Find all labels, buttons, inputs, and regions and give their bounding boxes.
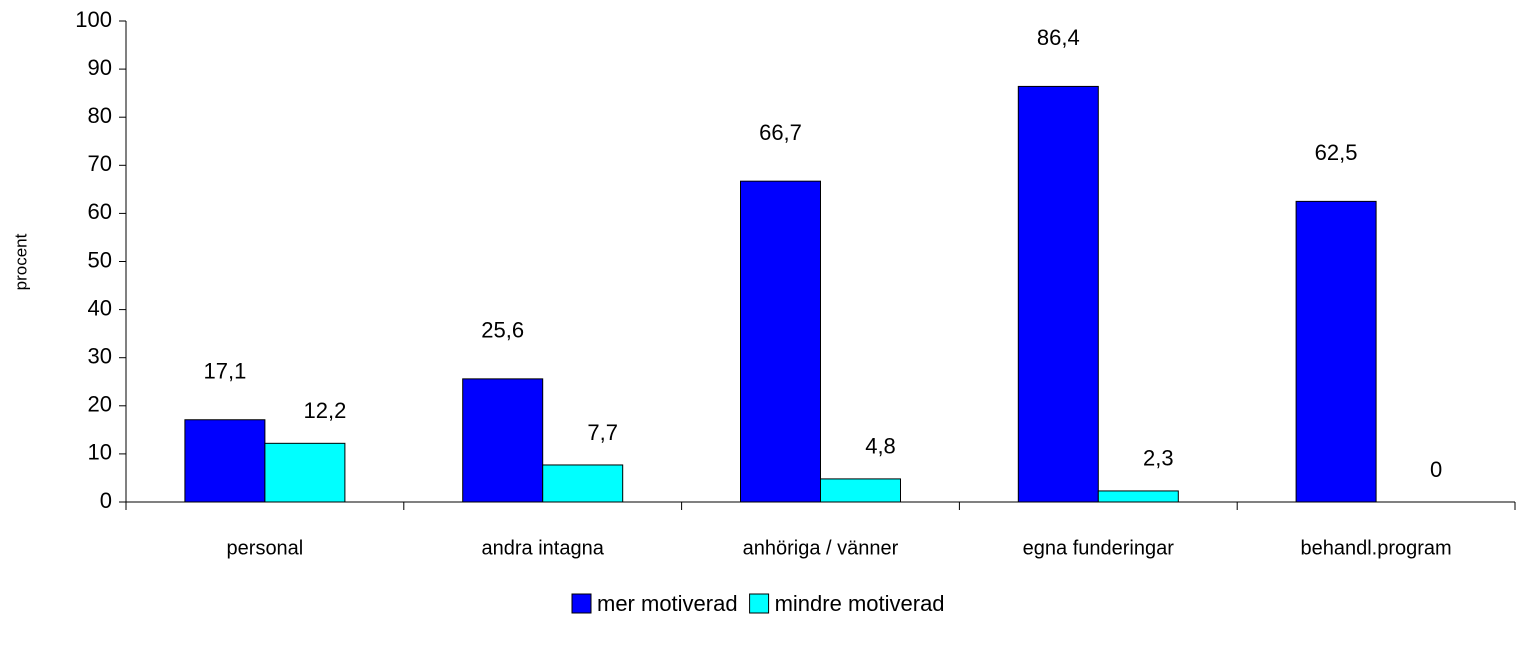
- value-label: 17,1: [203, 359, 246, 384]
- y-tick-label: 40: [88, 295, 112, 320]
- y-tick-label: 60: [88, 199, 112, 224]
- bar: [1295, 200, 1377, 503]
- value-label: 4,8: [865, 434, 896, 459]
- x-tick-label: anhöriga / vänner: [743, 537, 899, 559]
- bar: [184, 419, 266, 503]
- bar: [1017, 85, 1099, 503]
- x-tick-label: egna funderingar: [1023, 537, 1175, 559]
- y-tick-label: 90: [88, 55, 112, 80]
- value-label: 86,4: [1037, 25, 1080, 50]
- value-label: 25,6: [481, 318, 524, 343]
- x-tick-label: behandl.program: [1300, 537, 1451, 559]
- value-label: 12,2: [303, 398, 346, 423]
- x-tick-label: andra intagna: [482, 537, 605, 559]
- value-label: 62,5: [1315, 140, 1358, 165]
- bar: [1097, 490, 1179, 503]
- bar: [462, 378, 544, 503]
- legend-label: mer motiverad: [597, 591, 738, 616]
- y-axis-label: procent: [11, 233, 30, 290]
- legend-swatch: [749, 593, 770, 614]
- y-tick-label: 30: [88, 344, 112, 369]
- value-label: 0: [1430, 457, 1442, 482]
- y-tick-label: 20: [88, 392, 112, 417]
- bar: [820, 478, 901, 503]
- bar: [542, 464, 624, 503]
- value-label: 7,7: [587, 420, 618, 445]
- legend-swatch: [571, 593, 592, 614]
- y-tick-label: 0: [100, 488, 112, 513]
- bar: [264, 442, 346, 503]
- y-tick-label: 80: [88, 103, 112, 128]
- bar: [740, 180, 821, 503]
- y-tick-label: 50: [88, 247, 112, 272]
- y-tick-label: 70: [88, 151, 112, 176]
- legend-label: mindre motiverad: [775, 591, 945, 616]
- y-tick-label: 100: [75, 7, 112, 32]
- value-label: 2,3: [1143, 446, 1174, 471]
- value-label: 66,7: [759, 120, 802, 145]
- y-tick-label: 10: [88, 440, 112, 465]
- x-tick-label: personal: [227, 537, 304, 559]
